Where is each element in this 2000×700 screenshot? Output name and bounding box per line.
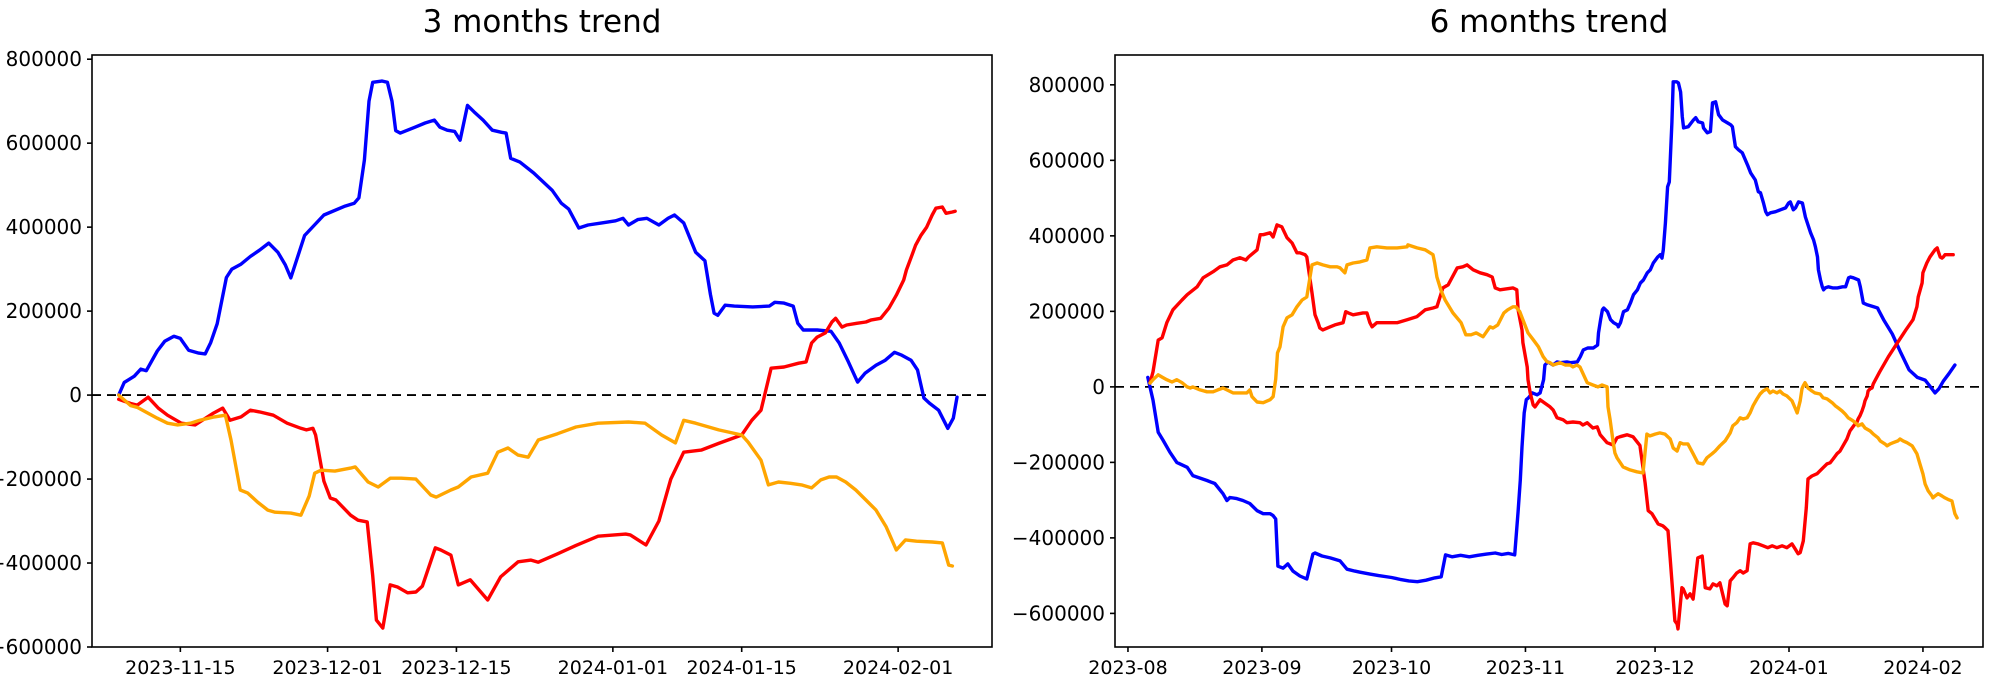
x-tick-label: 2023-12 bbox=[1615, 657, 1694, 679]
y-tick-label: 400000 bbox=[1029, 224, 1105, 248]
x-tick-label: 2024-01 bbox=[1749, 657, 1828, 679]
x-tick-label: 2023-11-15 bbox=[125, 657, 235, 679]
x-tick-label: 2023-08 bbox=[1088, 657, 1167, 679]
x-tick-label: 2024-01-01 bbox=[558, 657, 668, 679]
y-tick-label: 0 bbox=[1092, 375, 1105, 399]
x-tick-label: 2023-09 bbox=[1222, 657, 1301, 679]
x-tick-label: 2024-02 bbox=[1883, 657, 1962, 679]
x-tick-label: 2024-02-01 bbox=[843, 657, 953, 679]
x-tick-label: 2023-11 bbox=[1486, 657, 1565, 679]
y-tick-label: −400000 bbox=[0, 551, 82, 575]
series-line-red bbox=[1148, 223, 1955, 631]
y-tick-label: 800000 bbox=[1029, 73, 1105, 97]
y-tick-label: 400000 bbox=[6, 215, 82, 239]
series-line-orange bbox=[116, 393, 955, 568]
y-tick-label: 200000 bbox=[6, 299, 82, 323]
x-tick-label: 2023-10 bbox=[1352, 657, 1431, 679]
series-line-red bbox=[116, 205, 957, 630]
x-tick-label: 2023-12-01 bbox=[272, 657, 382, 679]
y-tick-label: −200000 bbox=[1012, 450, 1105, 474]
y-tick-label: −400000 bbox=[1012, 526, 1105, 550]
chart-1: 800000 600000 400000 200000 0 −200000 −400000 −… bbox=[1012, 54, 1984, 679]
y-tick-label: 600000 bbox=[6, 131, 82, 155]
axes-spines bbox=[1114, 54, 1984, 648]
y-tick-label: 200000 bbox=[1029, 299, 1105, 323]
y-tick-label: −600000 bbox=[0, 635, 82, 659]
x-tick-label: 2024-01-15 bbox=[686, 657, 796, 679]
chart-title-3-months-trend: 3 months trend bbox=[422, 4, 662, 40]
y-tick-label: 600000 bbox=[1029, 148, 1105, 172]
series-line-orange bbox=[1148, 243, 1959, 520]
x-tick-label: 2023-12-15 bbox=[401, 657, 511, 679]
chart-title-6-months-trend: 6 months trend bbox=[1429, 4, 1669, 40]
y-tick-label: −200000 bbox=[0, 467, 82, 491]
series-line-blue bbox=[116, 79, 959, 430]
series-line-blue bbox=[1146, 80, 1957, 584]
y-tick-label: 800000 bbox=[6, 47, 82, 71]
chart-0: 800000 600000 400000 200000 0 −200000 −400000 −… bbox=[0, 47, 993, 679]
axes-spines bbox=[91, 54, 993, 648]
y-tick-label: −600000 bbox=[1012, 601, 1105, 625]
y-tick-label: 0 bbox=[69, 383, 82, 407]
